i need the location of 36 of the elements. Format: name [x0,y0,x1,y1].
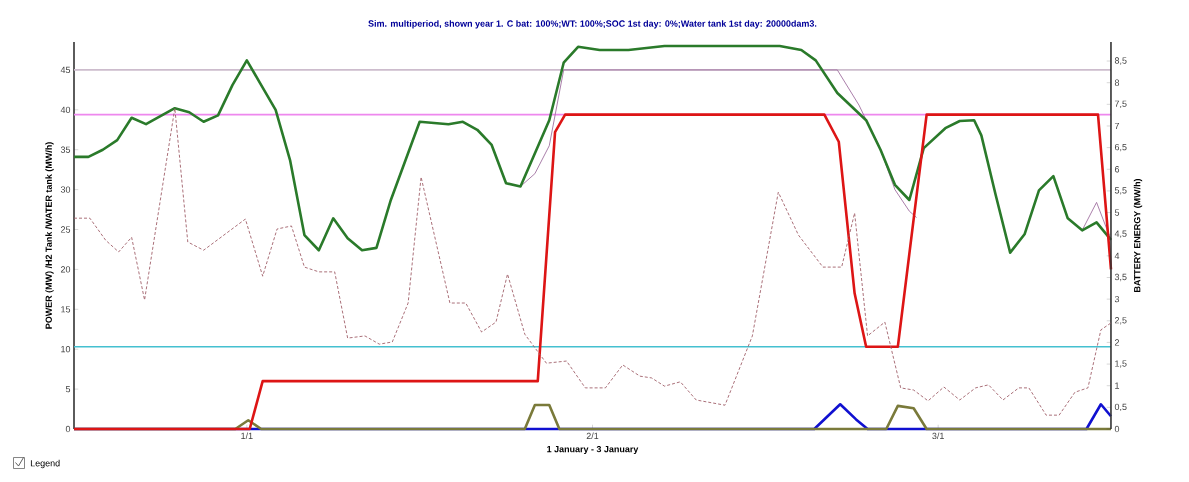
y-tick-label: 20 [60,266,71,273]
y2-tick-label: 7 [1114,122,1120,130]
y2-tick-label: 0 [1114,425,1120,433]
y2-tick-label: 6 [1114,166,1120,173]
y-tick-label: 10 [61,346,71,353]
x-tick-label: 1/1 [241,432,253,440]
y2-tick-label: 0,5 [1114,403,1127,412]
y-tick-label: 30 [60,186,71,193]
y-tick-label: 45 [60,66,71,74]
y2-tick-label: 8,5 [1114,57,1127,65]
y2-tick-label: 2 [1114,339,1120,346]
x-axis-title: 1 January - 3 January [547,445,639,455]
y-tick-label: 35 [60,146,71,153]
chart-title: Sim. multiperiod, shown year 1. C bat: 100%;WT: 100%;SOC 1st day: 0%;Water tank 1st day: 20000dam3. [368,20,817,29]
x-tick-label: 2/1 [586,432,599,440]
y-axis-title: POWER (MW) /H2 Tank /WATER tank (MW/h) [45,142,54,329]
y2-tick-label: 1,5 [1115,360,1127,368]
x-tick-label: 3/1 [932,432,944,440]
y2-tick-label: 1 [1115,382,1120,389]
text: Legend [30,459,60,469]
y2-tick-label: 5,5 [1114,187,1127,195]
y2-tick-label: 7,5 [1114,100,1127,108]
y2-tick-label: 4,5 [1114,230,1127,238]
y2-tick-label: 3,5 [1114,273,1127,282]
y2-tick-label: 4 [1114,252,1120,259]
y2-tick-label: 2,5 [1114,317,1127,325]
y-tick-label: 25 [60,226,71,233]
y2-tick-label: 6,5 [1114,143,1127,152]
y2-tick-label: 5 [1114,209,1120,216]
y-tick-label: 0 [65,425,71,433]
y-tick-label: 15 [61,306,71,313]
y-tick-label: 40 [60,106,71,113]
y2-tick-label: 8 [1114,79,1120,86]
y2-tick-label: 3 [1114,295,1120,303]
y2-axis-title: BATTERY ENERGY (MW/h) [1133,178,1143,292]
y-tick-label: 5 [65,385,71,393]
